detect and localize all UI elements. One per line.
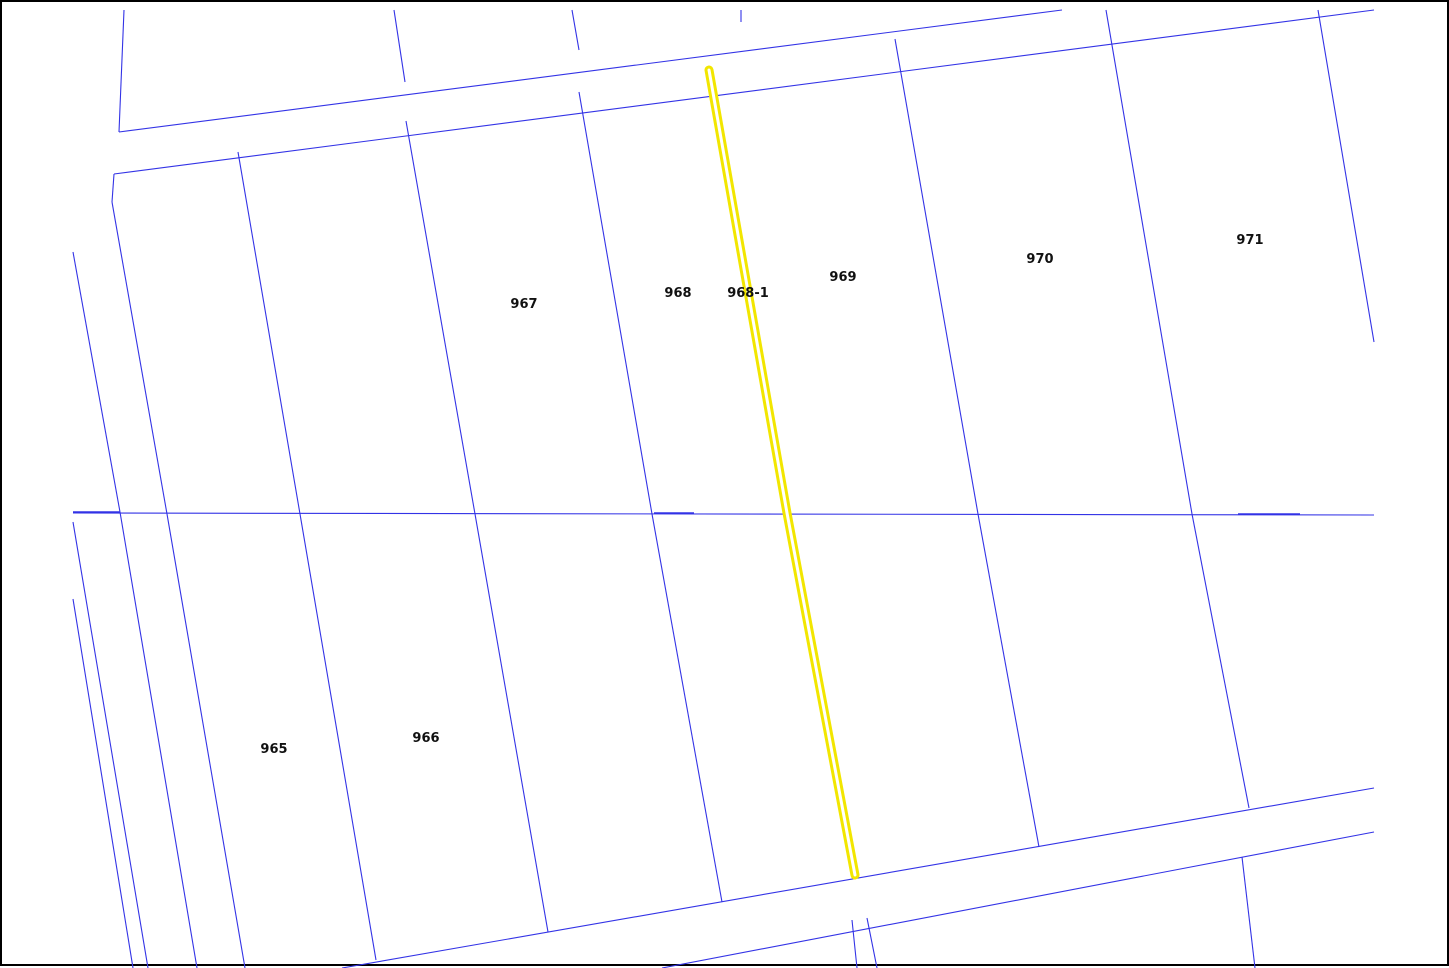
top-road <box>113 9 1375 175</box>
highlighted-boundary[interactable] <box>704 65 860 880</box>
left-edge-lines <box>72 251 198 968</box>
lot-label-965: 965 <box>260 742 287 757</box>
lot-label-970: 970 <box>1026 252 1053 267</box>
lot-labels: 965 966 967 968 968-1 969 970 971 <box>260 233 1263 757</box>
lower-parcel-boundaries <box>166 513 1250 968</box>
lot-label-966: 966 <box>412 731 439 746</box>
lot-label-971: 971 <box>1236 233 1263 248</box>
upper-parcel-boundaries <box>111 9 1375 515</box>
middle-boundary <box>72 511 1375 516</box>
lot-label-968-1: 968-1 <box>727 286 769 301</box>
lot-label-968: 968 <box>664 286 691 301</box>
lot-label-967: 967 <box>510 297 537 312</box>
lot-label-969: 969 <box>829 270 856 285</box>
